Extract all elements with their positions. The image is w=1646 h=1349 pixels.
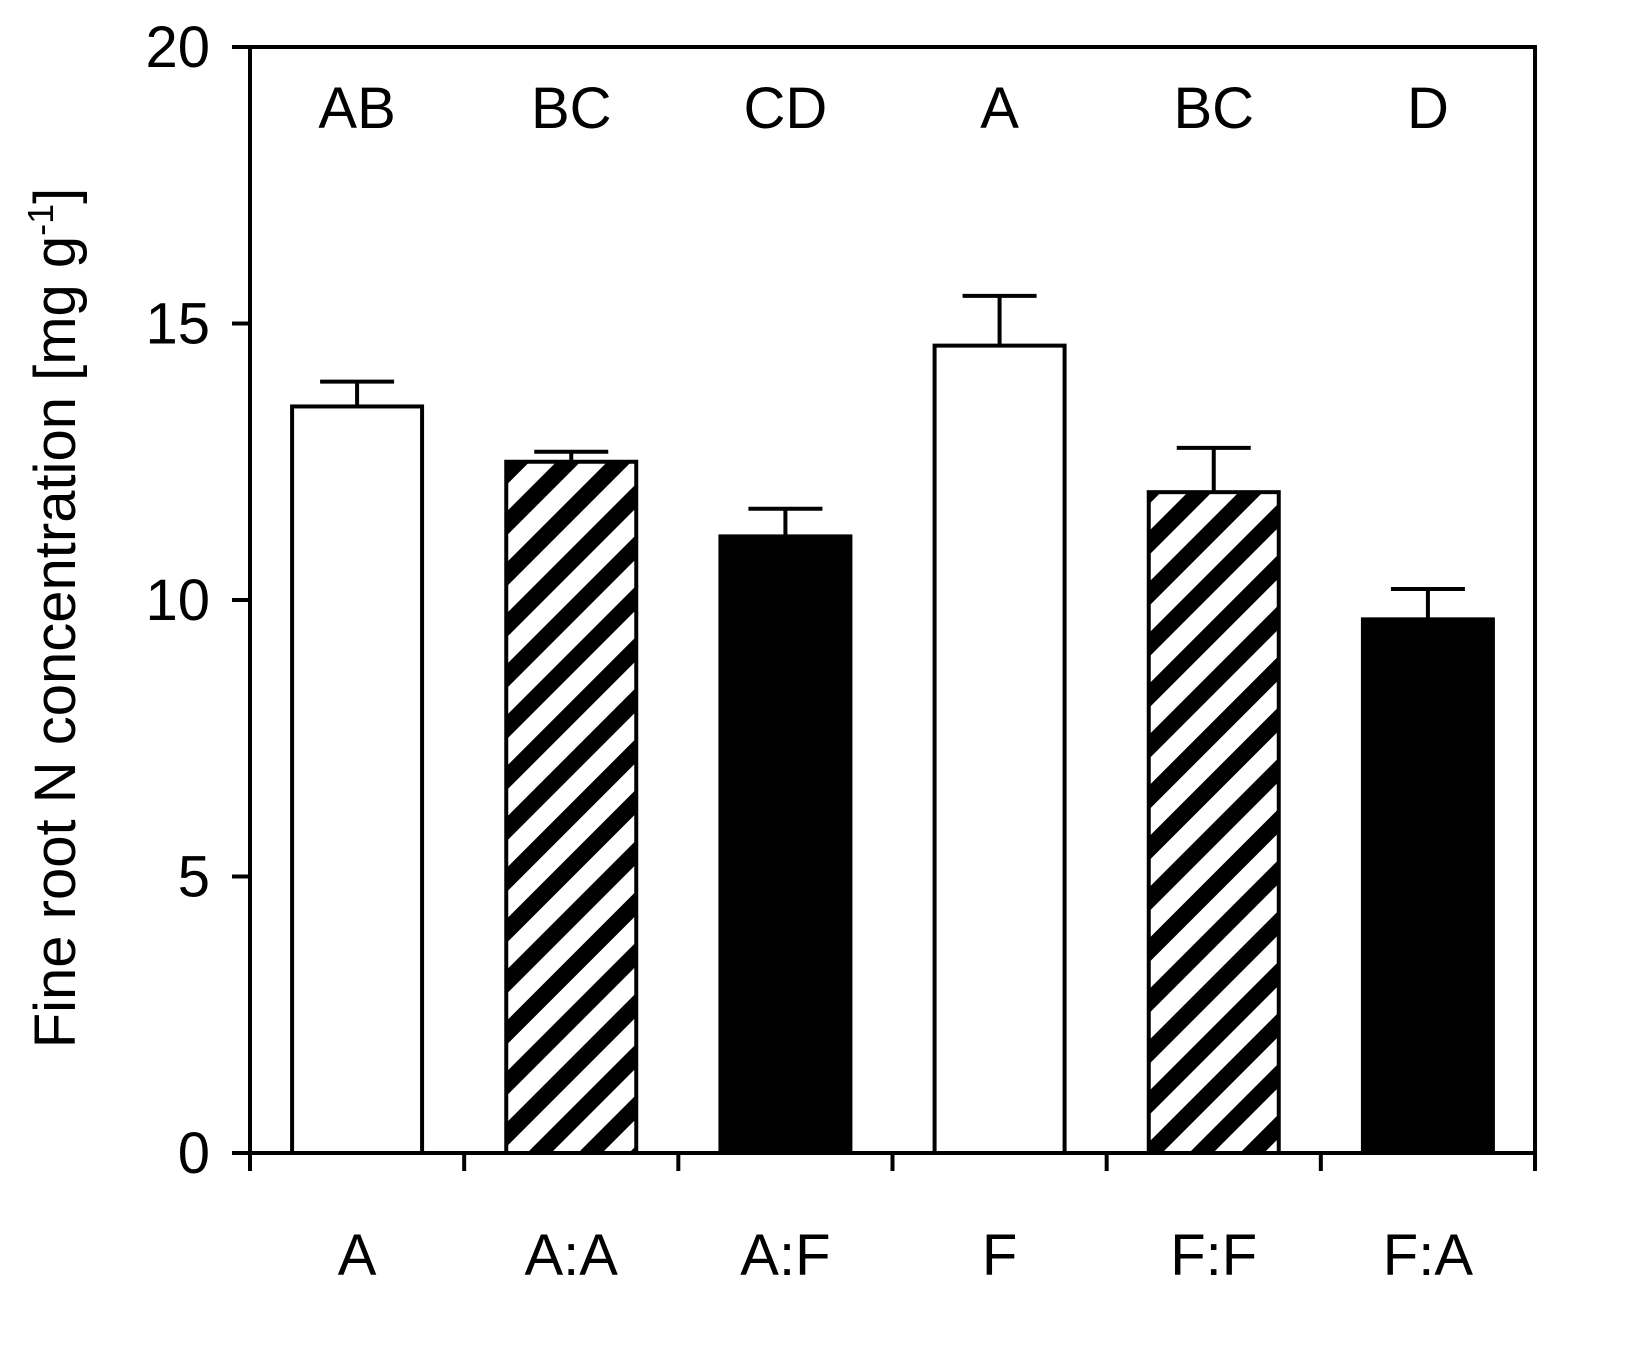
bar-a <box>290 404 425 1155</box>
y-tick-label: 15 <box>145 292 210 357</box>
labels: AB A BC A:A CD A:F A F BC F:F D F:A 0 5 10 15 20 <box>145 15 1473 1288</box>
bar-a-f <box>718 534 853 1155</box>
significance-letter: BC <box>1173 76 1254 141</box>
x-tick-label: A:F <box>740 1223 830 1288</box>
significance-letter: CD <box>744 76 828 141</box>
x-tick-label: A <box>338 1223 377 1288</box>
y-tick-label: 0 <box>178 1121 210 1186</box>
bar-a-a <box>504 459 639 1155</box>
plot-area <box>290 293 1495 1156</box>
x-tick-label: A:A <box>525 1223 619 1288</box>
y-axis-title: Fine root N concentration [mg g-1] <box>20 188 88 1049</box>
bar-f <box>932 343 1067 1155</box>
y-axis-title-superscript: -1 <box>20 204 61 236</box>
axes <box>232 45 1537 1171</box>
y-axis-title-close: ] <box>23 188 88 204</box>
x-tick-label: F:A <box>1383 1223 1474 1288</box>
significance-letter: BC <box>531 76 612 141</box>
bar-f-a <box>1360 617 1495 1155</box>
significance-letter: AB <box>318 76 395 141</box>
y-tick-label: 20 <box>145 15 210 80</box>
x-tick-label: F:F <box>1170 1223 1257 1288</box>
y-axis-title-main: Fine root N concentration [mg g <box>23 236 88 1048</box>
y-tick-label: 5 <box>178 845 210 910</box>
plot-frame <box>248 45 1537 1155</box>
y-tick-label: 10 <box>145 568 210 633</box>
significance-letter: D <box>1407 76 1449 141</box>
x-tick-label: F <box>982 1223 1017 1288</box>
significance-letter: A <box>980 76 1019 141</box>
bar-f-f <box>1146 490 1281 1156</box>
